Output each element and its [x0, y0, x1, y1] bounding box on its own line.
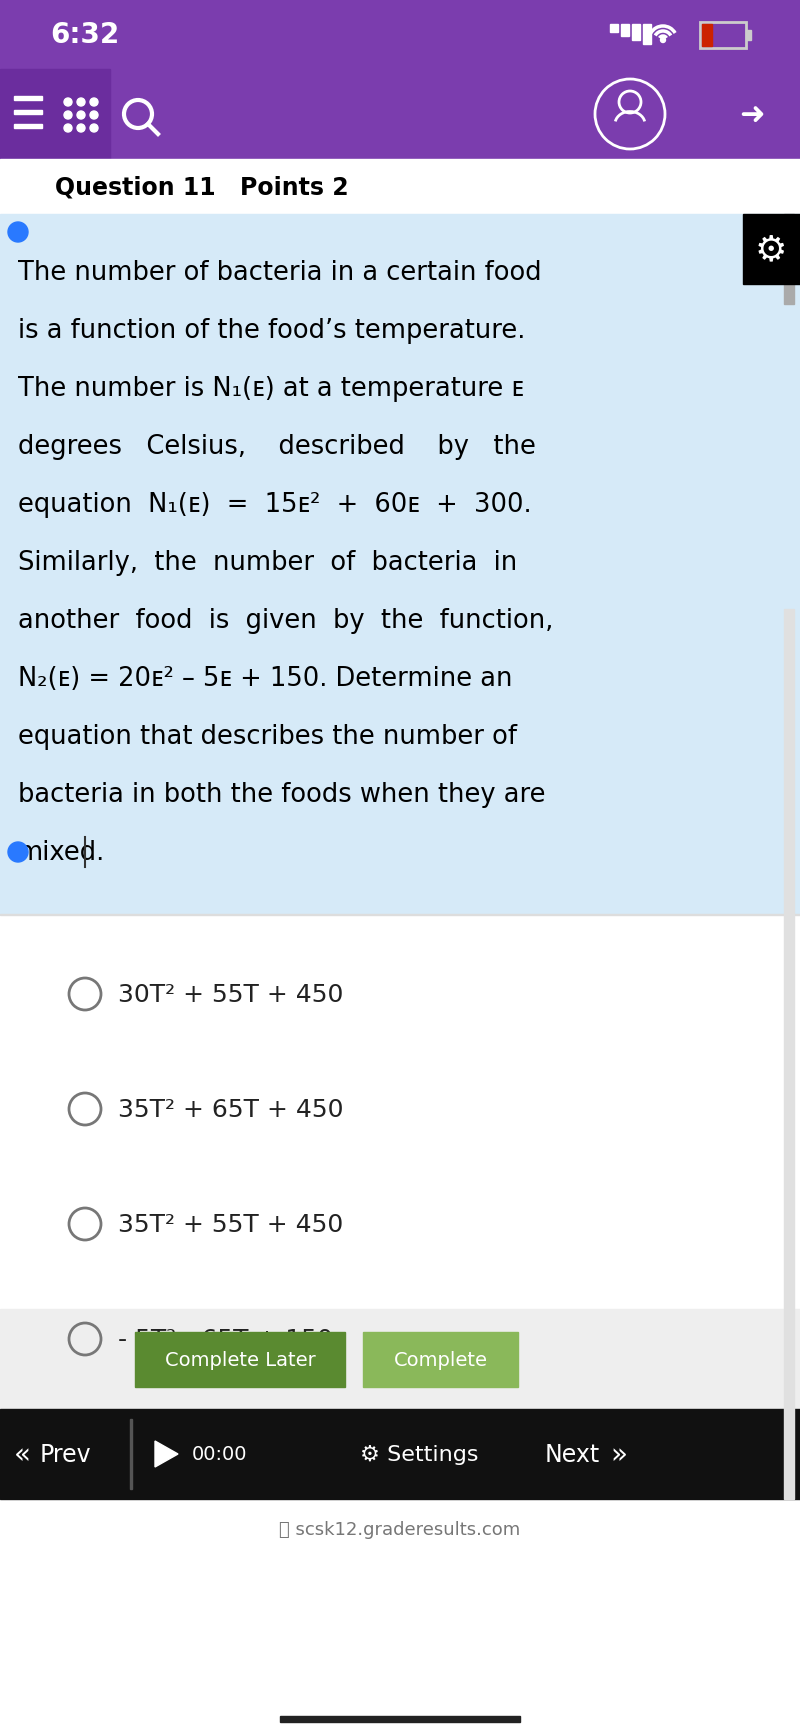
Circle shape	[64, 112, 72, 119]
Bar	[135, 1332, 345, 1387]
Circle shape	[77, 125, 85, 133]
Text: Complete: Complete	[394, 1349, 487, 1368]
Circle shape	[64, 125, 72, 133]
Bar	[14, 97, 42, 100]
Bar	[610, 24, 618, 33]
Circle shape	[661, 38, 666, 43]
Bar	[742, 95, 746, 118]
Bar	[280, 1716, 520, 1721]
Circle shape	[8, 223, 28, 242]
Text: Question 11: Question 11	[55, 175, 216, 199]
Circle shape	[77, 99, 85, 107]
Text: equation  N₁(ᴇ)  =  15ᴇ²  +  60ᴇ  +  300.: equation N₁(ᴇ) = 15ᴇ² + 60ᴇ + 300.	[18, 491, 532, 517]
Polygon shape	[745, 104, 763, 126]
Bar	[621, 24, 629, 36]
Bar	[0, 1310, 800, 1410]
Polygon shape	[155, 1441, 178, 1467]
Text: is a function of the food’s temperature.: is a function of the food’s temperature.	[18, 318, 526, 344]
Text: 00:00: 00:00	[192, 1445, 247, 1464]
Bar	[700, 22, 746, 48]
Text: The number of bacteria in a certain food: The number of bacteria in a certain food	[18, 260, 542, 285]
Bar	[743, 215, 800, 285]
Text: 6:32: 6:32	[50, 21, 119, 48]
Text: Complete Later: Complete Later	[165, 1349, 315, 1368]
Bar	[14, 111, 42, 114]
Bar	[14, 125, 42, 130]
Text: ➜: ➜	[739, 100, 765, 130]
Text: degrees   Celsius,    described    by   the: degrees Celsius, described by the	[18, 434, 536, 460]
Text: Next: Next	[545, 1443, 600, 1465]
Text: bacteria in both the foods when they are: bacteria in both the foods when they are	[18, 782, 546, 808]
Bar	[643, 24, 651, 45]
Bar	[632, 24, 640, 42]
Text: equation that describes the number of: equation that describes the number of	[18, 723, 517, 749]
Bar	[363, 1332, 518, 1387]
Bar	[0, 159, 800, 215]
Text: The number is N₁(ᴇ) at a temperature ᴇ: The number is N₁(ᴇ) at a temperature ᴇ	[18, 375, 524, 401]
Text: Prev: Prev	[40, 1443, 92, 1465]
Text: «: «	[14, 1439, 31, 1469]
Text: N₂(ᴇ) = 20ᴇ² – 5ᴇ + 150. Determine an: N₂(ᴇ) = 20ᴇ² – 5ᴇ + 150. Determine an	[18, 666, 513, 692]
Text: 35T² + 55T + 450: 35T² + 55T + 450	[118, 1213, 343, 1237]
Text: 30T² + 55T + 450: 30T² + 55T + 450	[118, 983, 343, 1007]
Text: mixed.: mixed.	[18, 839, 106, 865]
Bar	[130, 1419, 132, 1490]
Bar	[784, 215, 794, 304]
Bar	[0, 215, 800, 915]
Text: 35T² + 65T + 450: 35T² + 65T + 450	[118, 1097, 343, 1121]
Text: Points 2: Points 2	[240, 175, 349, 199]
Bar	[702, 24, 712, 47]
Bar	[0, 69, 110, 159]
Circle shape	[8, 843, 28, 863]
Circle shape	[90, 125, 98, 133]
Circle shape	[64, 99, 72, 107]
Text: ⚙: ⚙	[755, 234, 787, 266]
Text: another  food  is  given  by  the  function,: another food is given by the function,	[18, 607, 554, 633]
Bar	[746, 31, 751, 42]
Text: Similarly,  the  number  of  bacteria  in: Similarly, the number of bacteria in	[18, 550, 518, 576]
Circle shape	[77, 112, 85, 119]
Bar	[784, 609, 794, 1500]
Bar	[0, 0, 800, 69]
Bar	[742, 102, 768, 130]
Text: ⚙ Settings: ⚙ Settings	[360, 1445, 478, 1464]
Text: »: »	[610, 1439, 627, 1469]
Text: 🔒 scsk12.graderesults.com: 🔒 scsk12.graderesults.com	[279, 1521, 521, 1538]
Circle shape	[90, 112, 98, 119]
Bar	[0, 1410, 800, 1500]
Circle shape	[90, 99, 98, 107]
Bar	[0, 69, 800, 159]
Text: - 5T² - 65T + 150: - 5T² - 65T + 150	[118, 1327, 333, 1351]
